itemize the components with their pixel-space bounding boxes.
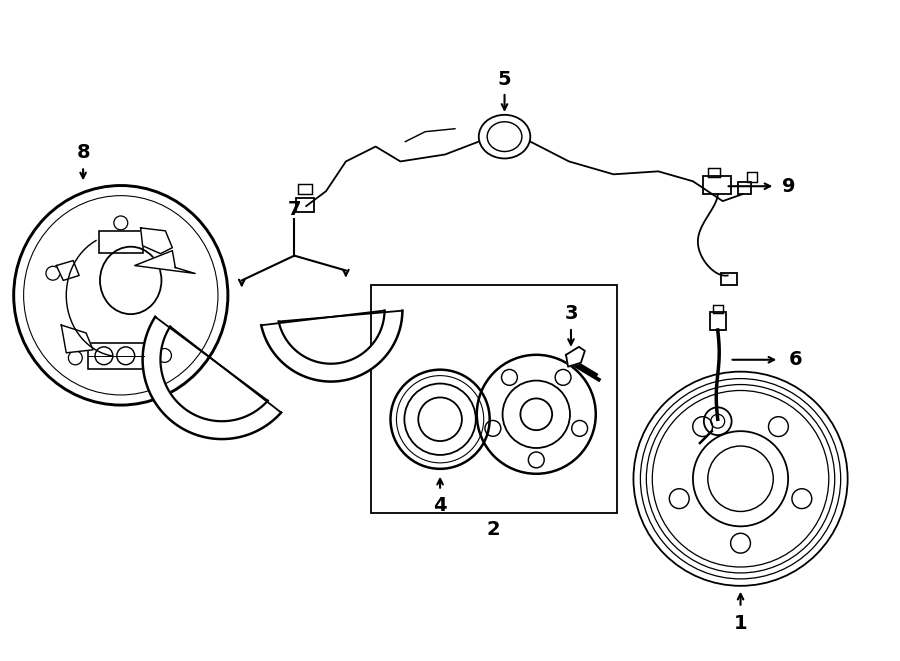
Bar (748, 173, 758, 182)
Text: 9: 9 (782, 176, 796, 196)
Polygon shape (261, 311, 402, 381)
Bar (298, 184, 312, 194)
Text: 3: 3 (564, 303, 578, 323)
Text: 1: 1 (734, 614, 747, 633)
Text: 8: 8 (76, 143, 90, 162)
Polygon shape (61, 325, 93, 353)
Polygon shape (135, 251, 195, 274)
Text: 4: 4 (433, 496, 447, 515)
Bar (703, 176, 731, 194)
Polygon shape (57, 260, 79, 280)
Polygon shape (140, 228, 173, 254)
Bar (721, 274, 736, 286)
Bar (371, 286, 616, 514)
Text: 2: 2 (487, 520, 500, 539)
Bar (710, 312, 725, 330)
Text: 6: 6 (788, 350, 802, 369)
Polygon shape (566, 347, 585, 367)
Bar (713, 305, 723, 313)
Bar (296, 198, 314, 212)
Polygon shape (142, 317, 281, 439)
Bar (99, 231, 142, 253)
Text: 5: 5 (498, 69, 511, 89)
Bar (88, 343, 144, 369)
Bar (738, 182, 752, 194)
Bar (707, 169, 720, 177)
Text: 7: 7 (288, 200, 302, 219)
